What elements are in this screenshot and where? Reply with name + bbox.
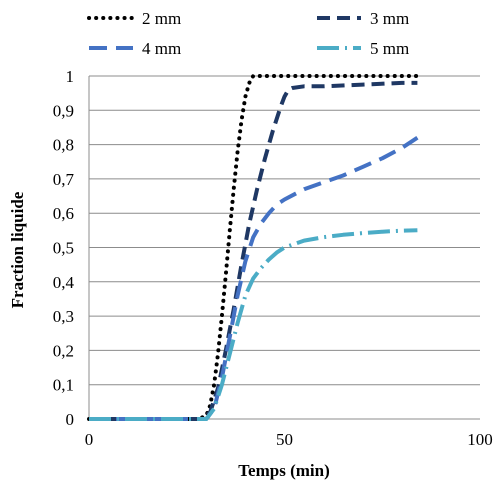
x-tick-label: 100 <box>467 430 493 449</box>
legend-label-2-mm: 2 mm <box>142 9 181 28</box>
y-tick-label: 0,5 <box>53 239 74 258</box>
y-tick-label: 0,7 <box>53 170 75 189</box>
x-tick-label: 50 <box>276 430 293 449</box>
legend-label-5-mm: 5 mm <box>370 39 409 58</box>
x-tick-label: 0 <box>85 430 94 449</box>
series-line-3-mm <box>89 80 418 421</box>
series-lines <box>87 74 420 421</box>
legend-label-3-mm: 3 mm <box>370 9 409 28</box>
series-line-5-mm <box>89 228 418 421</box>
y-tick-label: 0,3 <box>53 307 74 326</box>
legend-label-4-mm: 4 mm <box>142 39 181 58</box>
y-tick-label: 0,2 <box>53 341 74 360</box>
tick-labels: 0 0,1 0,2 0,3 0,4 0,5 0,6 0,7 0,8 0,9 1 0 50 100 <box>53 67 493 449</box>
y-tick-label: 0,6 <box>53 204 74 223</box>
y-tick-label: 0,8 <box>53 136 74 155</box>
y-tick-label: 1 <box>66 67 75 86</box>
y-tick-label: 0,4 <box>53 273 75 292</box>
series-line-2-mm <box>87 74 420 421</box>
y-axis-label: Fraction liquide <box>8 191 27 308</box>
y-tick-label: 0 <box>66 410 75 429</box>
y-tick-label: 0,1 <box>53 376 74 395</box>
legend: 2 mm 3 mm 4 mm 5 mm <box>87 9 409 58</box>
x-axis-label: Temps (min) <box>238 461 329 480</box>
y-tick-label: 0,9 <box>53 101 74 120</box>
